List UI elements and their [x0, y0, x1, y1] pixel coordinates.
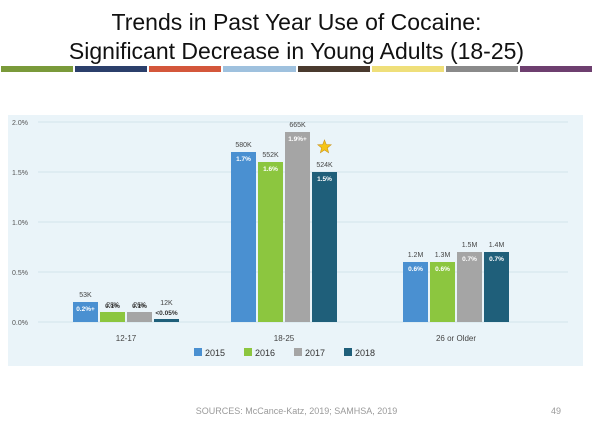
title-line-1: Trends in Past Year Use of Cocaine: — [111, 9, 482, 35]
bar-2015 — [73, 302, 98, 322]
percent-label: 1.6% — [263, 166, 278, 173]
percent-label: 0.7% — [489, 256, 504, 263]
percent-label: 0.7% — [462, 256, 477, 263]
percent-label: <0.05% — [155, 310, 177, 317]
bar-2015 — [403, 262, 428, 322]
x-tick-label: 26 or Older — [436, 334, 476, 343]
legend-swatch-2018 — [344, 348, 352, 356]
percent-label: 1.5% — [317, 176, 332, 183]
count-label: 1.3M — [435, 252, 451, 259]
count-label: 665K — [289, 122, 306, 129]
percent-label: 0.6% — [435, 266, 450, 273]
y-tick-label: 1.0% — [12, 220, 28, 227]
bar-2018 — [484, 252, 509, 322]
percent-label: 0.2%+ — [76, 306, 95, 313]
count-label: 28K — [106, 302, 119, 309]
stripe-segment — [445, 66, 518, 72]
sources-text: SOURCES: McCance-Katz, 2019; SAMHSA, 201… — [195, 406, 398, 416]
legend-swatch-2016 — [244, 348, 252, 356]
y-tick-label: 1.5% — [12, 170, 28, 177]
stripe-segment — [519, 66, 592, 72]
bar-2018 — [312, 172, 337, 322]
count-label: 12K — [160, 300, 173, 307]
stripe-segment — [149, 66, 222, 72]
bar-2018 — [154, 319, 179, 322]
title-line-2: Significant Decrease in Young Adults (18… — [68, 38, 525, 64]
legend-label: 2018 — [355, 348, 375, 358]
percent-label: 0.1% — [132, 303, 147, 310]
count-label: 580K — [235, 142, 252, 149]
slide-title: Trends in Past Year Use of Cocaine: Sign… — [0, 8, 593, 66]
legend-label: 2017 — [305, 348, 325, 358]
bar-2016 — [430, 262, 455, 322]
count-label: 53K — [79, 292, 92, 299]
percent-label: 1.9%+ — [288, 136, 307, 143]
stripe-segment — [1, 66, 74, 72]
bar-2016 — [100, 312, 125, 322]
percent-label: 0.6% — [408, 266, 423, 273]
y-tick-label: 0.0% — [12, 320, 28, 327]
x-tick-label: 18-25 — [274, 334, 295, 343]
bar-2017 — [285, 132, 310, 322]
stripe-segment — [223, 66, 296, 72]
stripe-segment — [75, 66, 148, 72]
count-label: 552K — [262, 152, 279, 159]
percent-label: 0.1% — [105, 303, 120, 310]
y-tick-label: 2.0% — [12, 120, 28, 127]
bar-2017 — [127, 312, 152, 322]
count-label: 524K — [316, 162, 333, 169]
percent-label: 1.7% — [236, 156, 251, 163]
bar-2017 — [457, 252, 482, 322]
count-label: 1.4M — [489, 242, 505, 249]
legend-label: 2016 — [255, 348, 275, 358]
star-icon — [316, 139, 333, 154]
count-label: 1.5M — [462, 242, 478, 249]
legend-swatch-2015 — [194, 348, 202, 356]
page-number: 49 — [551, 406, 562, 416]
count-label: 1.2M — [408, 252, 424, 259]
stripe-segment — [297, 66, 370, 72]
legend-label: 2015 — [205, 348, 225, 358]
count-label: 26K — [133, 302, 146, 309]
chart-panel: 0.0% 0.5% 1.0% 1.5% 2.0% 53K 0.2%+ 28K 0.1% 26K 0.… — [8, 115, 583, 366]
legend-swatch-2017 — [294, 348, 302, 356]
y-tick-label: 0.5% — [12, 270, 28, 277]
bar-2015 — [231, 152, 256, 322]
stripe-segment — [371, 66, 444, 72]
bar-2016 — [258, 162, 283, 322]
x-tick-label: 12-17 — [116, 334, 137, 343]
